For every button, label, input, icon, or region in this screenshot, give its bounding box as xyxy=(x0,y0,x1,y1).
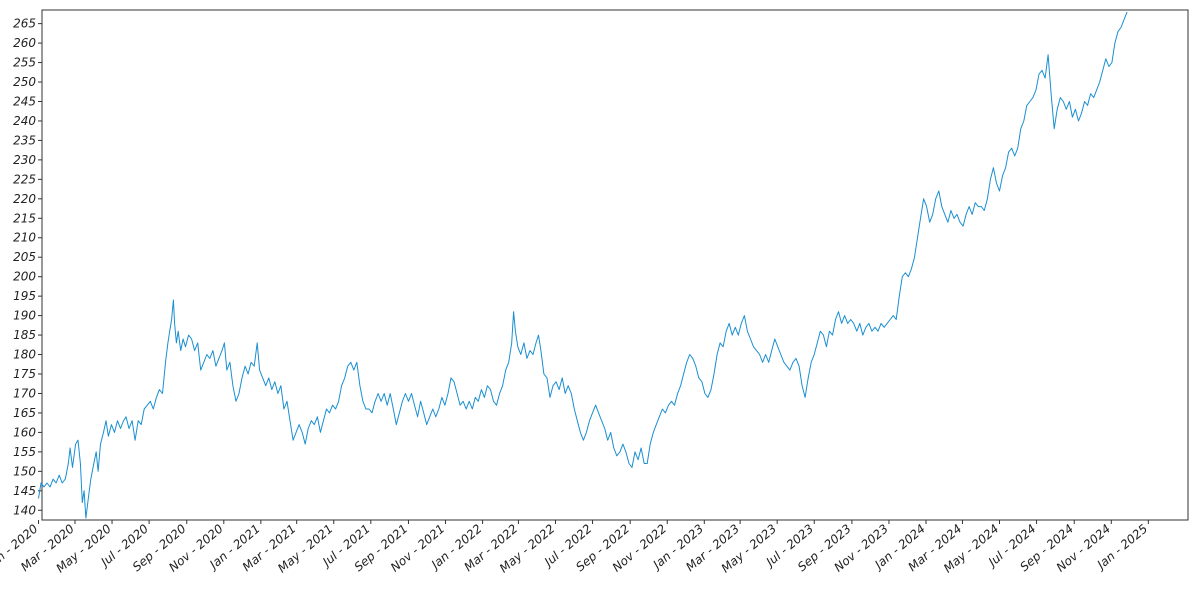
y-tick-label: 235 xyxy=(13,133,36,147)
y-tick-label: 170 xyxy=(13,386,36,400)
series-layer xyxy=(38,11,1128,519)
series-line xyxy=(38,11,1128,519)
y-tick-label: 180 xyxy=(13,348,36,362)
y-tick-label: 200 xyxy=(13,270,36,284)
y-axis: 140 145 150 155 160 165 170 175 180 185 190 195 200 2… xyxy=(13,17,42,517)
y-tick-label: 220 xyxy=(13,192,36,206)
y-tick-label: 245 xyxy=(13,94,36,108)
y-tick-label: 195 xyxy=(13,289,36,303)
y-tick-label: 255 xyxy=(13,56,36,70)
y-tick-label: 250 xyxy=(13,75,36,89)
y-tick-label: 155 xyxy=(13,445,36,459)
y-tick-label: 265 xyxy=(13,17,36,31)
y-tick-label: 190 xyxy=(13,309,36,323)
y-tick-label: 230 xyxy=(13,153,36,167)
y-tick-label: 205 xyxy=(13,250,36,264)
y-tick-label: 260 xyxy=(13,36,36,50)
y-tick-label: 165 xyxy=(13,406,36,420)
y-tick-label: 145 xyxy=(13,484,36,498)
y-tick-label: 240 xyxy=(13,114,36,128)
y-tick-label: 185 xyxy=(13,328,36,342)
plot-area xyxy=(41,9,1189,521)
y-tick-label: 150 xyxy=(13,464,36,478)
y-tick-label: 210 xyxy=(13,231,36,245)
y-tick-label: 225 xyxy=(13,172,36,186)
y-tick-label: 215 xyxy=(13,211,36,225)
y-tick-label: 160 xyxy=(13,425,36,439)
y-tick-label: 175 xyxy=(13,367,36,381)
y-tick-label: 140 xyxy=(13,503,36,517)
